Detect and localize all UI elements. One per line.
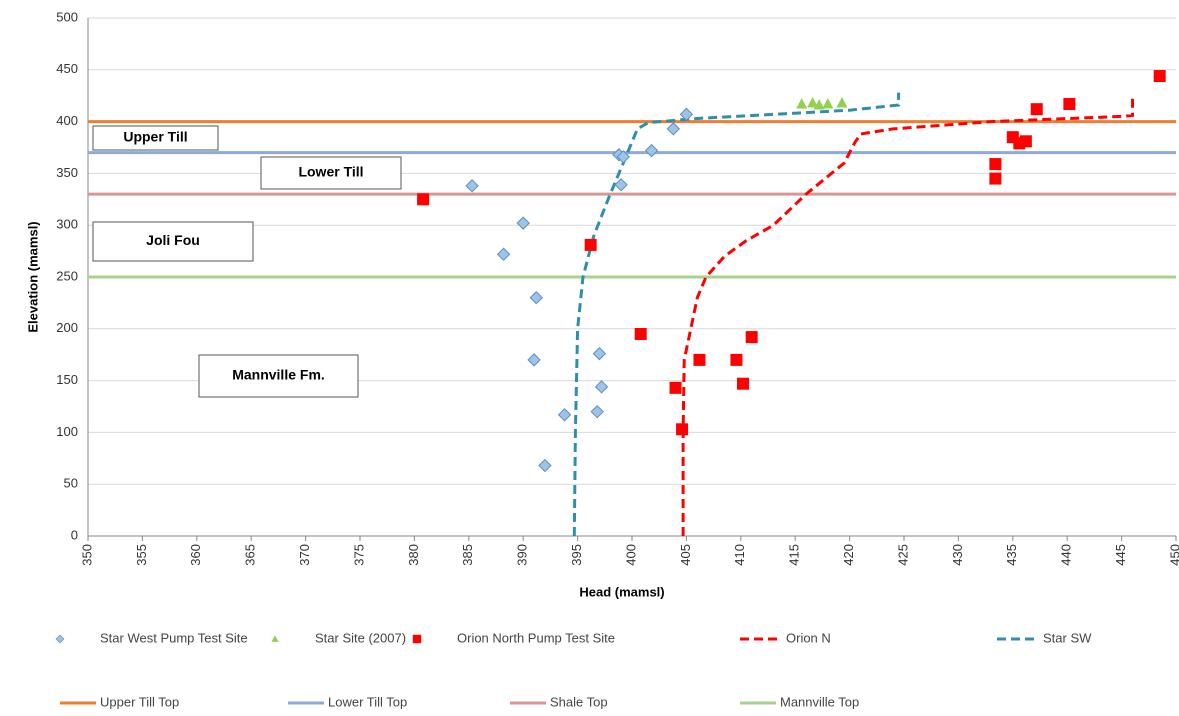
y-tick-label: 200 xyxy=(56,320,78,335)
square-point xyxy=(730,353,743,366)
y-tick-label: 450 xyxy=(56,61,78,76)
triangle-point xyxy=(796,97,808,109)
diamond-point xyxy=(496,247,511,261)
annotation-box xyxy=(92,221,254,262)
legend-symbol xyxy=(271,635,279,642)
annotation: Upper Till xyxy=(123,129,187,145)
legend-label: Star SW xyxy=(1043,630,1092,645)
square-point xyxy=(417,193,430,206)
diamond-point xyxy=(516,216,530,230)
series-line xyxy=(681,97,1134,536)
square-point xyxy=(736,377,749,390)
x-tick-label: 415 xyxy=(787,544,802,566)
legend-label: Orion North Pump Test Site xyxy=(457,630,615,645)
diamond-point xyxy=(529,291,543,305)
square-point xyxy=(1153,70,1166,83)
x-tick-label: 360 xyxy=(188,544,203,566)
x-tick-label: 420 xyxy=(841,544,856,566)
triangle-point xyxy=(822,97,834,109)
legend-label: Mannville Top xyxy=(780,694,859,709)
legend-label: Upper Till Top xyxy=(100,694,179,709)
square-point xyxy=(669,381,682,394)
annotation-box xyxy=(260,156,402,190)
square-point xyxy=(584,238,597,251)
x-tick-label: 435 xyxy=(1004,544,1019,566)
diamond-point xyxy=(666,122,681,136)
annotation-box xyxy=(198,354,359,398)
legend-label: Star West Pump Test Site xyxy=(100,630,248,645)
x-tick-label: 350 xyxy=(79,544,94,566)
x-tick-label: 425 xyxy=(895,544,910,566)
x-tick-label: 375 xyxy=(351,544,366,566)
x-tick-label: 445 xyxy=(1113,544,1128,566)
x-tick-label: 395 xyxy=(569,544,584,566)
x-tick-label: 385 xyxy=(460,544,475,566)
legend-label: Shale Top xyxy=(550,694,608,709)
y-tick-label: 0 xyxy=(71,527,78,542)
legend-symbol xyxy=(55,634,65,644)
x-axis-title: Head (mamsl) xyxy=(579,584,664,599)
x-tick-label: 380 xyxy=(406,544,421,566)
legend-label: Star Site (2007) xyxy=(315,630,406,645)
triangle-point xyxy=(807,96,819,108)
y-tick-label: 250 xyxy=(56,268,78,283)
square-point xyxy=(1063,97,1076,110)
y-tick-label: 400 xyxy=(56,113,78,128)
diamond-point xyxy=(616,150,631,164)
square-point xyxy=(693,353,706,366)
square-point xyxy=(676,423,689,436)
diamond-point xyxy=(557,408,572,422)
y-tick-label: 300 xyxy=(56,217,78,232)
diamond-point xyxy=(592,346,607,361)
legend-label: Orion N xyxy=(786,630,831,645)
diamond-point xyxy=(614,178,628,192)
y-tick-label: 500 xyxy=(56,9,78,24)
triangle-point xyxy=(836,96,848,108)
x-tick-label: 365 xyxy=(243,544,258,566)
y-tick-label: 350 xyxy=(56,165,78,180)
x-tick-label: 355 xyxy=(134,544,149,566)
annotation: Joli Fou xyxy=(146,232,200,248)
y-axis-title: Elevation (mamsl) xyxy=(25,221,40,332)
square-point xyxy=(1019,135,1032,148)
diamond-point xyxy=(465,179,479,193)
annotation-box xyxy=(92,125,219,151)
y-tick-label: 100 xyxy=(56,424,78,439)
square-point xyxy=(1030,103,1043,116)
diamond-point xyxy=(594,380,609,394)
y-tick-label: 50 xyxy=(64,476,78,491)
annotation: Lower Till xyxy=(298,164,363,180)
diamond-point xyxy=(538,458,552,473)
y-tick-label: 150 xyxy=(56,372,78,387)
square-point xyxy=(989,172,1002,185)
x-tick-label: 450 xyxy=(1167,544,1179,566)
square-point xyxy=(745,331,758,344)
x-tick-label: 410 xyxy=(732,544,747,566)
annotation: Mannville Fm. xyxy=(232,367,325,383)
legend-symbol xyxy=(412,634,422,644)
legend-label: Lower Till Top xyxy=(328,694,407,709)
x-tick-label: 430 xyxy=(950,544,965,566)
diamond-point xyxy=(679,107,694,122)
triangle-point xyxy=(813,99,825,110)
diamond-point xyxy=(527,353,541,367)
x-tick-label: 400 xyxy=(623,544,638,566)
square-point xyxy=(634,327,647,340)
diamond-point xyxy=(590,404,604,419)
square-point xyxy=(989,158,1002,171)
diamond-point xyxy=(644,143,659,158)
x-tick-label: 390 xyxy=(515,544,530,566)
x-tick-label: 405 xyxy=(678,544,693,566)
x-tick-label: 440 xyxy=(1059,544,1074,566)
x-tick-label: 370 xyxy=(297,544,312,566)
